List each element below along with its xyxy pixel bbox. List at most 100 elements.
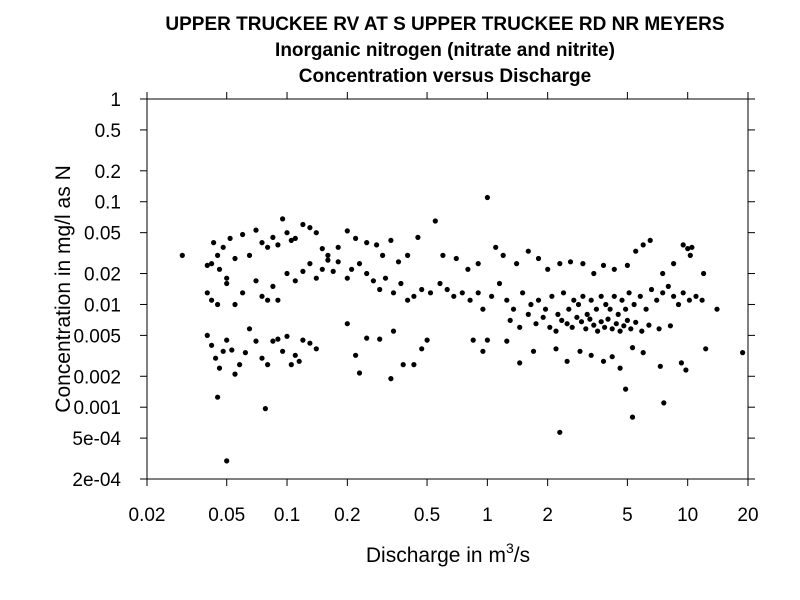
data-point	[480, 348, 486, 354]
data-point	[569, 324, 575, 330]
data-point	[605, 316, 611, 322]
data-point	[535, 297, 542, 303]
data-point	[680, 290, 686, 296]
data-point	[559, 317, 565, 323]
data-point	[265, 362, 271, 368]
data-point	[535, 255, 542, 262]
data-point	[229, 347, 235, 353]
data-point	[496, 280, 503, 287]
data-point	[626, 290, 632, 296]
data-point	[395, 259, 402, 265]
data-point	[560, 290, 567, 296]
data-point	[380, 252, 386, 258]
data-point	[646, 322, 652, 328]
data-point	[370, 278, 376, 284]
data-point	[475, 290, 481, 296]
data-point	[280, 348, 286, 354]
data-point	[686, 297, 693, 303]
data-point	[398, 280, 404, 287]
data-point	[660, 270, 666, 277]
data-point	[640, 242, 646, 248]
data-point	[313, 346, 319, 352]
data-point	[504, 338, 510, 344]
data-point	[437, 280, 443, 287]
data-point	[567, 259, 574, 265]
data-point	[517, 324, 523, 330]
data-point	[440, 252, 446, 258]
data-point	[574, 314, 580, 320]
data-point	[530, 348, 537, 354]
data-point	[405, 252, 411, 258]
data-point	[415, 234, 421, 240]
data-point	[211, 240, 217, 246]
data-point	[703, 346, 709, 352]
data-point	[545, 266, 551, 272]
data-point	[335, 244, 341, 250]
y-tick-label: 0.002	[73, 367, 121, 388]
data-point	[602, 324, 608, 330]
data-point	[424, 337, 430, 343]
data-point	[588, 352, 594, 358]
data-point	[467, 297, 473, 303]
data-point	[465, 266, 471, 272]
data-point	[648, 286, 655, 293]
data-point	[671, 293, 677, 299]
data-point	[224, 275, 230, 281]
data-point	[617, 328, 623, 334]
x-tick-label: 5	[622, 505, 633, 526]
data-point	[540, 314, 546, 320]
data-point	[553, 346, 559, 352]
data-point	[213, 355, 219, 361]
data-point	[603, 301, 609, 308]
data-point	[687, 252, 693, 258]
y-tick-label: 0.02	[84, 265, 121, 286]
data-point	[675, 301, 682, 308]
data-point	[514, 261, 520, 267]
x-axis-label-superscript: 3	[506, 540, 514, 556]
y-tick-label: 2e-04	[72, 470, 121, 491]
data-point	[288, 362, 294, 368]
data-point	[714, 306, 720, 312]
data-points	[179, 194, 746, 464]
data-point	[209, 342, 215, 348]
data-point	[633, 319, 639, 325]
data-point	[246, 252, 253, 258]
data-point	[344, 228, 350, 234]
data-point	[547, 324, 553, 330]
data-point	[444, 286, 450, 293]
data-point	[665, 283, 671, 289]
data-point	[388, 376, 394, 382]
y-tick-label: 0.001	[73, 398, 121, 419]
data-point	[179, 252, 185, 258]
data-point	[685, 246, 691, 252]
data-point	[533, 321, 539, 327]
x-tick-label: 0.02	[129, 505, 166, 526]
data-point	[575, 301, 582, 308]
data-point	[619, 297, 625, 303]
data-point	[517, 360, 523, 366]
data-point	[284, 270, 290, 277]
data-point	[237, 362, 243, 368]
data-point	[631, 301, 637, 308]
data-point	[220, 348, 226, 354]
title-line-1: UPPER TRUCKEE RV AT S UPPER TRUCKEE RD N…	[165, 14, 724, 35]
x-tick-label: 0.2	[334, 505, 360, 526]
data-point	[555, 311, 561, 317]
y-tick-label: 0.5	[95, 121, 121, 142]
data-point	[654, 297, 660, 303]
data-point	[284, 230, 290, 236]
x-tick-label: 2	[542, 505, 553, 526]
data-point	[553, 328, 559, 334]
data-point	[640, 350, 646, 356]
data-point	[549, 293, 555, 299]
data-point	[265, 297, 271, 303]
data-point	[313, 275, 319, 281]
x-axis-label: Discharge in m3/s	[366, 540, 530, 567]
data-point	[411, 362, 417, 368]
data-point	[240, 290, 246, 296]
data-point	[583, 326, 589, 332]
data-point	[660, 290, 666, 296]
data-point	[693, 293, 699, 299]
data-point	[587, 316, 593, 322]
data-point	[224, 337, 230, 343]
